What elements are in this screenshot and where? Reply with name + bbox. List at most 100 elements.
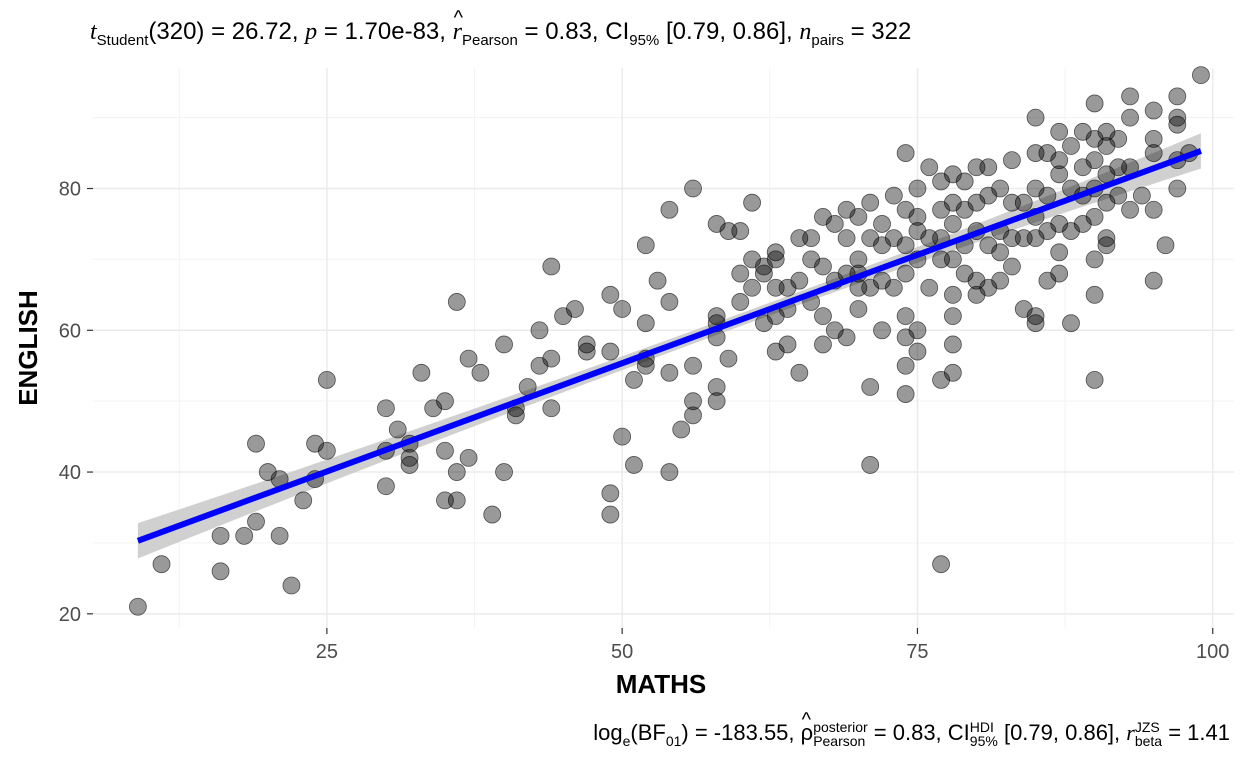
data-point xyxy=(1085,151,1104,170)
data-point xyxy=(613,300,632,318)
data-point xyxy=(495,335,513,354)
data-point xyxy=(932,370,950,389)
data-point xyxy=(317,441,336,460)
regression-line xyxy=(136,148,1202,544)
ci-superscript: HDI xyxy=(969,719,994,735)
data-point xyxy=(802,250,821,269)
data-point xyxy=(128,597,147,616)
data-point xyxy=(955,172,974,191)
bayesian-stats-caption: loge(BF01) = -183.55, ^ ρ posterior Pearson… xyxy=(593,708,1230,749)
data-points xyxy=(128,66,1210,616)
data-point xyxy=(991,179,1010,198)
ci-value: [0.79, 0.86], xyxy=(665,18,793,45)
data-point xyxy=(1085,207,1104,226)
data-point xyxy=(754,314,773,333)
data-point xyxy=(932,200,950,219)
data-point xyxy=(790,271,809,290)
data-point xyxy=(1026,179,1045,198)
data-point xyxy=(542,349,561,368)
data-point xyxy=(743,250,761,269)
data-point xyxy=(1062,314,1080,333)
t-value: (320) = 26.72, xyxy=(148,18,299,45)
data-point xyxy=(235,526,254,545)
data-point xyxy=(814,207,832,226)
data-point xyxy=(672,420,691,439)
data-point xyxy=(1144,271,1163,290)
data-point xyxy=(908,342,927,361)
y-tick-label: 40 xyxy=(59,462,81,484)
data-point xyxy=(943,250,962,269)
data-point xyxy=(1014,193,1033,212)
r-symbol: r xyxy=(1126,719,1135,745)
data-point xyxy=(684,179,702,198)
data-point xyxy=(1050,215,1069,233)
data-point xyxy=(896,356,915,375)
rho-value: = 0.83, CI xyxy=(873,719,970,745)
data-point xyxy=(1097,229,1116,248)
data-point xyxy=(849,250,868,269)
data-point xyxy=(884,278,903,297)
data-point xyxy=(436,392,454,411)
data-point xyxy=(530,321,549,340)
data-point xyxy=(719,349,738,368)
y-tick-label: 60 xyxy=(59,320,81,342)
data-point xyxy=(754,257,773,276)
data-point xyxy=(979,236,998,255)
data-point xyxy=(566,300,584,318)
data-point xyxy=(1050,165,1069,184)
data-point xyxy=(660,293,679,311)
data-point xyxy=(1121,200,1139,219)
data-point xyxy=(743,278,761,297)
data-point xyxy=(636,314,655,333)
data-point xyxy=(731,293,750,311)
data-point xyxy=(1073,215,1092,233)
r-superscript: JZS xyxy=(1134,719,1160,735)
data-point xyxy=(1085,94,1104,113)
data-point xyxy=(1062,222,1080,240)
data-point xyxy=(778,278,797,297)
data-point xyxy=(814,257,832,276)
data-point xyxy=(506,406,525,425)
data-point xyxy=(1003,151,1021,170)
x-axis-ticks: 25 50 75 100 xyxy=(316,628,1229,663)
data-point xyxy=(1038,144,1057,162)
data-point xyxy=(1026,108,1045,127)
data-point xyxy=(684,356,702,375)
data-point xyxy=(601,484,620,503)
fit-line xyxy=(136,148,1202,544)
data-point xyxy=(766,342,785,361)
data-point xyxy=(1121,108,1139,127)
rho-symbol: ρ xyxy=(800,719,814,745)
data-point xyxy=(258,463,277,481)
data-point xyxy=(908,321,927,340)
data-point xyxy=(861,278,880,297)
data-point xyxy=(743,193,761,212)
data-point xyxy=(707,392,726,411)
data-point xyxy=(1192,66,1210,84)
frequentist-stats-subtitle: tStudent(320) = 26.72, p = 1.70e-83, ^ rP… xyxy=(90,7,912,49)
data-point xyxy=(412,363,431,382)
x-tick-label: 75 xyxy=(906,641,928,663)
y-tick-label: 20 xyxy=(59,604,81,626)
data-point xyxy=(814,335,832,354)
data-point xyxy=(967,271,986,290)
data-point xyxy=(908,207,927,226)
n-subscript: pairs xyxy=(811,32,844,49)
data-point xyxy=(943,215,962,233)
data-point xyxy=(601,342,620,361)
data-point xyxy=(943,193,962,212)
data-point xyxy=(447,491,466,510)
data-point xyxy=(920,158,939,177)
data-point xyxy=(896,307,915,326)
data-point xyxy=(542,399,561,418)
data-point xyxy=(861,378,880,396)
data-point xyxy=(849,300,868,318)
data-point xyxy=(1109,186,1128,205)
data-point xyxy=(1132,186,1151,205)
data-point xyxy=(932,555,950,574)
data-point xyxy=(306,434,324,453)
data-point xyxy=(1050,243,1069,262)
data-point xyxy=(955,264,974,283)
data-point xyxy=(152,555,171,574)
r-subscript: Pearson xyxy=(461,32,518,49)
